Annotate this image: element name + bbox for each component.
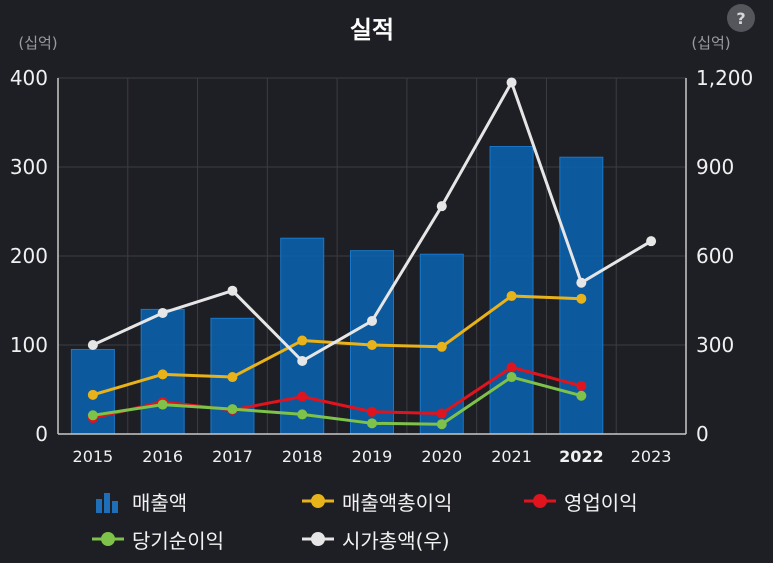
legend-label: 매출액총이익 [342, 490, 453, 515]
x-tick-label: 2022 [559, 447, 604, 466]
y-right-tick-label: 600 [696, 244, 734, 268]
series-line [92, 294, 582, 397]
legend-label: 영업이익 [564, 490, 638, 515]
y-left-tick-label: 400 [10, 66, 48, 90]
bar [489, 146, 534, 435]
x-tick-label: 2020 [421, 447, 462, 466]
data-point [367, 418, 377, 429]
left-axis-unit: (십억) [18, 34, 57, 52]
data-point [87, 340, 98, 350]
data-point [157, 399, 168, 410]
data-point [646, 236, 657, 247]
data-point [506, 362, 517, 373]
line-marker-icon [90, 527, 126, 551]
data-point [227, 285, 238, 296]
data-point [436, 408, 447, 419]
y-right-tick-label: 900 [696, 155, 734, 179]
line-marker-icon [522, 489, 558, 513]
data-point [506, 291, 517, 302]
legend-item-operating-profit[interactable]: 영업이익 [522, 487, 638, 516]
chart: 실적 (십억) (십억) 0 100 200 300 400 0 300 600 900 1,20… [10, 16, 753, 466]
legend-item-net-income[interactable]: 당기순이익 [90, 525, 300, 554]
legend-label: 시가총액(우) [342, 528, 450, 553]
help-button[interactable]: ? [727, 4, 755, 32]
data-point [227, 404, 238, 415]
legend-label: 당기순이익 [132, 528, 224, 553]
axes: 0 100 200 300 400 0 300 600 900 1,200 2015 2016 2017… [10, 66, 753, 466]
data-point [506, 372, 517, 383]
bar-chart-icon [90, 489, 126, 513]
series-line [92, 375, 582, 426]
data-point [367, 315, 377, 326]
y-right-tick-label: 1,200 [696, 66, 753, 90]
data-point [576, 277, 587, 288]
right-axis-unit: (십억) [691, 34, 730, 52]
y-right-tick-label: 300 [696, 333, 734, 357]
data-point [576, 293, 587, 304]
y-left-tick-label: 200 [10, 244, 48, 268]
data-point [436, 419, 447, 430]
legend: 매출액 매출액총이익 영업이익 [90, 482, 730, 558]
data-point [576, 380, 587, 391]
data-point [157, 307, 168, 318]
data-point [367, 340, 377, 350]
data-point [367, 406, 377, 417]
data-point [506, 77, 517, 88]
legend-item-market-cap[interactable]: 시가총액(우) [300, 525, 450, 554]
data-point [297, 391, 308, 402]
y-left-tick-label: 300 [10, 155, 48, 179]
data-point [87, 410, 98, 421]
data-point [87, 389, 98, 400]
data-point [576, 390, 587, 401]
line-marker-icon [300, 489, 336, 513]
y-left-tick-label: 0 [35, 422, 48, 446]
x-tick-label: 2019 [352, 447, 393, 466]
data-point [297, 409, 308, 420]
legend-label: 매출액 [132, 490, 188, 515]
legend-row: 매출액 매출액총이익 영업이익 [90, 482, 730, 520]
data-point [436, 341, 447, 352]
data-point [157, 369, 168, 380]
legend-item-revenue[interactable]: 매출액 [90, 487, 300, 516]
data-point [436, 201, 447, 212]
data-point [297, 335, 308, 346]
data-point [227, 372, 238, 383]
y-left-tick-label: 100 [10, 333, 48, 357]
x-tick-label: 2021 [491, 447, 532, 466]
y-right-tick-label: 0 [696, 422, 709, 446]
legend-row: 당기순이익 시가총액(우) [90, 520, 730, 558]
line-marker-icon [300, 527, 336, 551]
chart-title: 실적 [350, 16, 394, 44]
series-line [92, 365, 582, 420]
x-tick-label: 2015 [73, 447, 114, 466]
x-tick-label: 2023 [631, 447, 672, 466]
data-point [297, 356, 308, 367]
line-series [87, 77, 657, 430]
x-tick-label: 2016 [142, 447, 183, 466]
x-tick-label: 2018 [282, 447, 323, 466]
legend-item-gross-profit[interactable]: 매출액총이익 [300, 487, 522, 516]
x-tick-label: 2017 [212, 447, 253, 466]
